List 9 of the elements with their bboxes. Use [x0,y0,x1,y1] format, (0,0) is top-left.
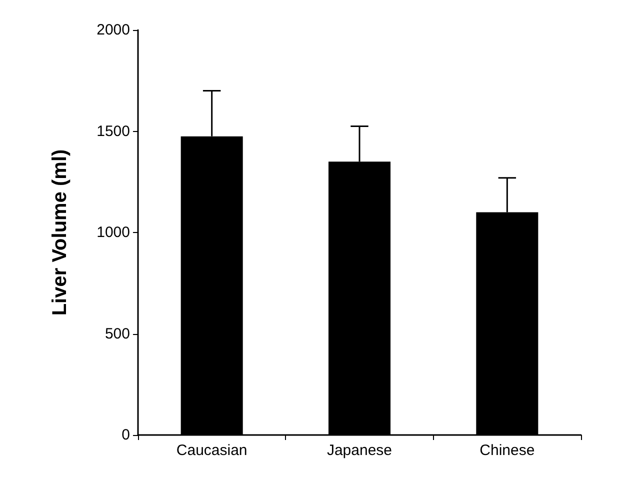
x-tick-label: Japanese [326,442,392,459]
y-tick-label: 1000 [96,224,130,241]
y-tick-label: 2000 [96,22,130,38]
y-tick-label: 1500 [96,122,130,140]
y-tick-label: 0 [122,426,130,444]
y-axis-title: Liver Volume (ml) [49,149,71,316]
y-tick-label: 500 [104,325,130,342]
x-tick-label: Caucasian [176,442,248,459]
x-tick-label: Chinese [480,442,535,459]
